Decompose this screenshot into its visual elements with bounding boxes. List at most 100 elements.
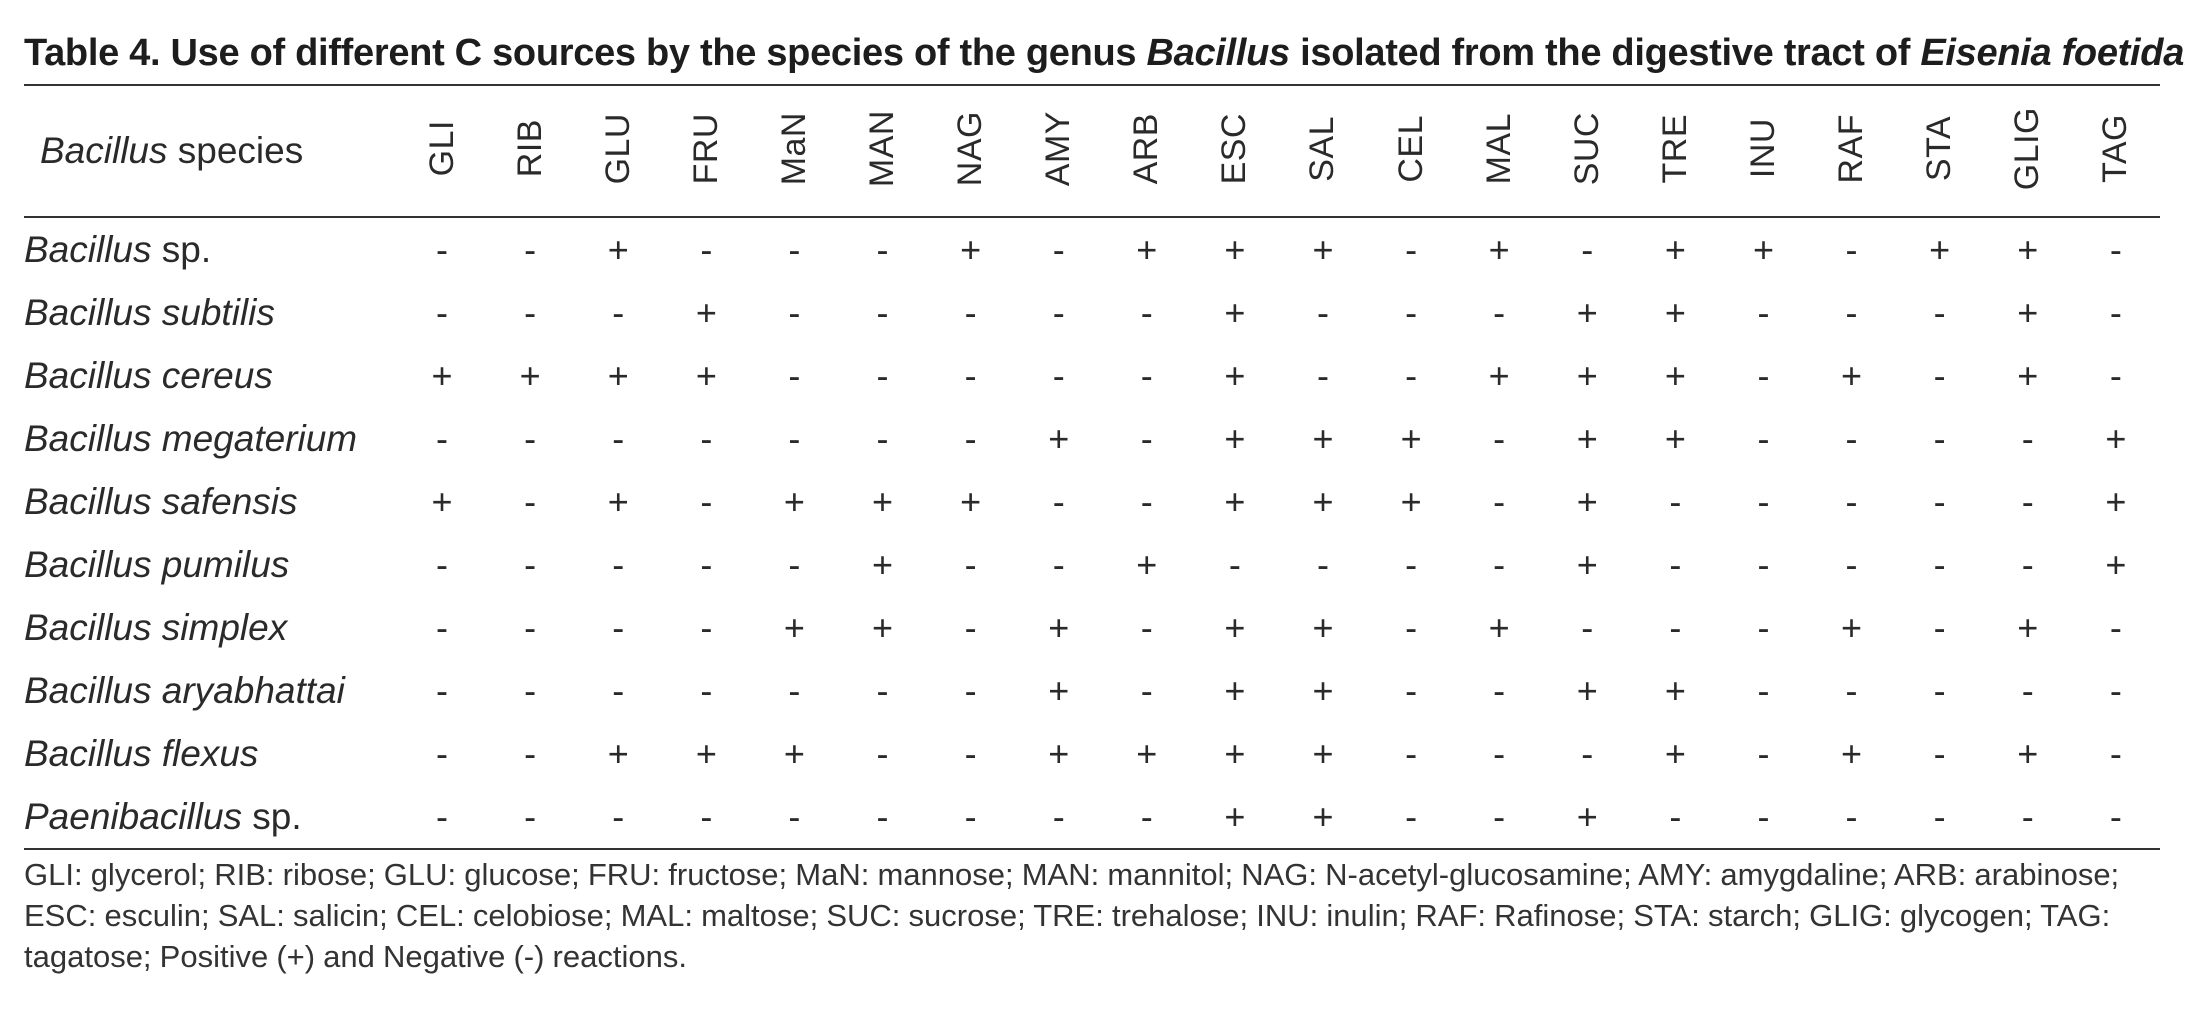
reaction-cell: - [436,228,449,270]
species-genus: Bacillus megaterium [24,417,358,459]
reaction-cell: + [1576,480,1598,522]
reaction-cell: + [1224,354,1246,396]
species-genus: Bacillus subtilis [24,291,275,333]
reaction-cell: - [1933,291,1946,333]
column-header-label: MAN [863,109,902,188]
reaction-cell: + [2017,228,2039,270]
reaction-cell: - [964,417,977,459]
reaction-cell: - [574,785,663,850]
reaction-cell: - [662,785,751,850]
reaction-cell: - [1052,480,1065,522]
reaction-cell: + [783,480,805,522]
reaction-cell: - [1757,417,1770,459]
reaction-cell: - [876,291,889,333]
column-header-cel: CEL [1367,86,1456,218]
reaction-cell: + [1136,543,1158,585]
column-header-label: GLU [598,112,637,185]
caption-prefix: Table 4. Use of different C sources by t… [24,32,1147,74]
table-row: Bacillus pumilus - - - - - + - - + - - - - + - - - - - + [24,533,2160,596]
column-header-label: SAL [1303,115,1342,182]
reaction-cell: + [872,480,894,522]
reaction-cell: + [1312,669,1334,711]
reaction-cell: - [1757,543,1770,585]
reaction-cell: - [1140,606,1153,648]
reaction-cell: - [700,480,713,522]
species-genus: Bacillus flexus [24,732,259,774]
reaction-cell: + [1136,732,1158,774]
column-header-label: MaN [774,111,813,186]
reaction-cell: + [2017,291,2039,333]
reaction-cell: - [612,543,625,585]
reaction-cell: - [876,669,889,711]
species-name: Bacillus sp. [24,217,398,281]
reaction-cell: + [960,480,982,522]
reaction-cell: + [1664,732,1686,774]
reaction-cell: - [700,228,713,270]
reaction-cell: + [2105,417,2127,459]
species-epithet: sp. [151,228,212,270]
reaction-cell: - [964,291,977,333]
table-row: Bacillus flexus - - + + + - - + + + + - - - + - + - + - [24,722,2160,785]
column-header-label: FRU [686,112,725,185]
reaction-cell: - [1807,785,1896,850]
reaction-cell: - [2021,543,2034,585]
reaction-cell: - [1052,543,1065,585]
reaction-cell: - [1493,543,1506,585]
column-header-mal: MAL [1455,86,1544,218]
reaction-cell: - [486,785,575,850]
reaction-cell: - [2021,480,2034,522]
table-row: Bacillus safensis + - + - + + + - - + + + - + - - - - - + [24,470,2160,533]
reaction-cell: + [607,354,629,396]
reaction-cell: - [1405,291,1418,333]
column-header-label: NAG [951,110,990,187]
reaction-cell: + [1224,669,1246,711]
reaction-cell: - [436,606,449,648]
species-name: Bacillus megaterium [24,407,398,470]
column-header-label: ESC [1215,112,1254,185]
reaction-cell: - [700,417,713,459]
species-name: Bacillus aryabhattai [24,659,398,722]
reaction-cell: - [1581,732,1594,774]
reaction-cell: + [2017,732,2039,774]
reaction-cell: - [1933,480,1946,522]
reaction-cell: - [1757,606,1770,648]
column-header-tre: TRE [1631,86,1720,218]
reaction-cell: - [1669,543,1682,585]
reaction-cell: - [1581,606,1594,648]
reaction-cell: - [964,606,977,648]
reaction-cell: - [838,785,927,850]
reaction-cell: - [700,543,713,585]
reaction-cell: + [695,354,717,396]
reaction-cell: - [1845,228,1858,270]
reaction-cell: - [1316,543,1329,585]
reaction-cell: + [872,606,894,648]
reaction-cell: - [1933,543,1946,585]
reaction-cell: - [1140,669,1153,711]
reaction-cell: - [1845,669,1858,711]
column-header-label: CEL [1391,114,1430,183]
column-header-glu: GLU [574,86,663,218]
reaction-cell: + [1752,228,1774,270]
reaction-cell: + [1312,417,1334,459]
reaction-cell: - [1405,354,1418,396]
reaction-cell: - [1757,732,1770,774]
reaction-cell: + [1048,606,1070,648]
reaction-cell: + [1488,606,1510,648]
reaction-cell: - [1493,480,1506,522]
reaction-cell: - [1140,291,1153,333]
column-header-suc: SUC [1543,86,1632,218]
reaction-cell: + [695,291,717,333]
reaction-cell: - [1933,669,1946,711]
reaction-cell: - [524,732,537,774]
table-row: Paenibacillus sp. - - - - - - - - - + + - - + - - - - - - [24,785,2160,850]
reaction-cell: - [700,669,713,711]
reaction-cell: + [1048,417,1070,459]
reaction-cell: + [872,543,894,585]
species-genus: Bacillus [24,228,152,270]
reaction-cell: - [612,606,625,648]
reaction-cell: - [2071,785,2160,850]
reaction-cell: + [1488,354,1510,396]
reaction-cell: + [1400,480,1422,522]
reaction-cell: - [1228,543,1241,585]
reaction-cell: + [1576,291,1598,333]
